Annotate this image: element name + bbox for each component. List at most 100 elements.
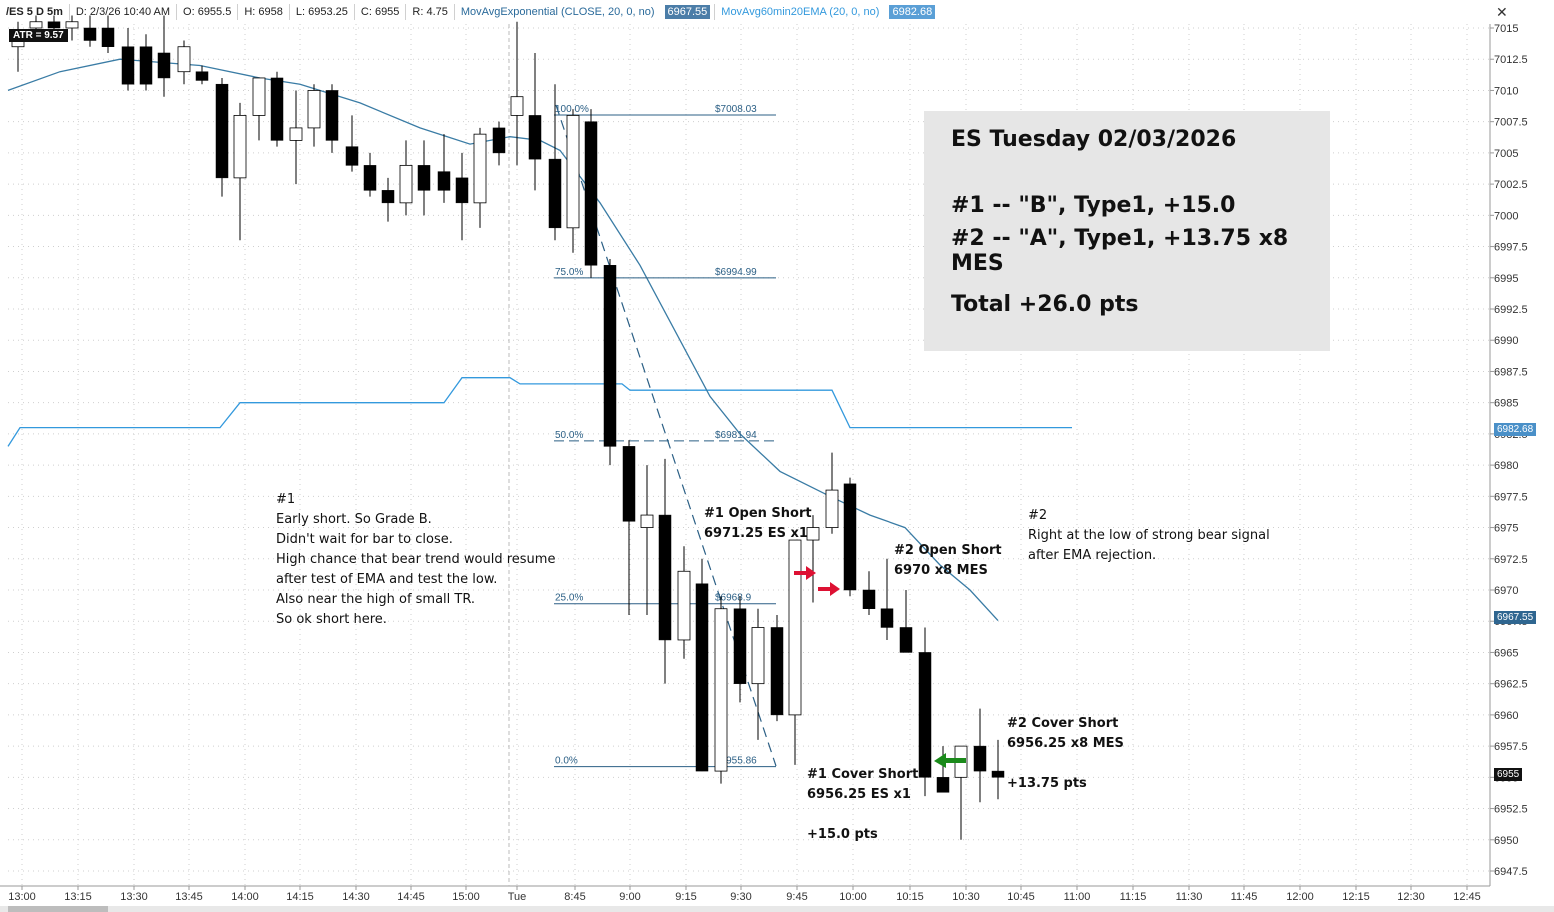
- x-tick-label: 14:15: [286, 891, 314, 903]
- candle: [455, 152, 469, 241]
- candle: [528, 52, 542, 191]
- candle: [862, 571, 876, 615]
- x-tick-label: 14:45: [397, 891, 425, 903]
- candle-body: [788, 539, 802, 716]
- candle-body: [899, 627, 913, 653]
- note1-line: after test of EMA and test the low.: [276, 572, 498, 587]
- candle-body: [936, 777, 950, 793]
- chart-header: /ES 5 D 5m D: 2/3/26 10:40 AM O: 6955.5 …: [0, 0, 1490, 24]
- y-tick-label: 6960: [1494, 710, 1518, 722]
- note2-line: Right at the low of strong bear signal: [1028, 528, 1270, 543]
- x-tick-label: 11:30: [1176, 891, 1203, 903]
- horizontal-scrollbar[interactable]: [0, 906, 1554, 912]
- candle-body: [528, 115, 542, 160]
- summary-title: ES Tuesday 02/03/2026: [951, 127, 1237, 152]
- candle-body: [83, 27, 97, 41]
- y-tick-label: 6985: [1494, 398, 1518, 410]
- candle: [492, 121, 506, 166]
- cover-short-1-label: #1 Cover Short 6956.25 ES x1: [807, 765, 918, 805]
- atr-label: ATR = 9.57: [9, 29, 68, 42]
- candle-body: [215, 83, 229, 179]
- scrollbar-thumb[interactable]: [8, 906, 108, 912]
- candle: [83, 15, 97, 47]
- note1-line: Early short. So Grade B.: [276, 512, 432, 527]
- x-tick-label: 11:45: [1231, 891, 1258, 903]
- close-x-icon[interactable]: ✕: [1496, 4, 1508, 20]
- entry-arrow-2: [818, 582, 840, 596]
- open1-line: #1 Open Short: [704, 506, 812, 521]
- candle: [473, 127, 487, 228]
- bar-range: R: 4.75: [406, 4, 455, 20]
- cover1-line: #1 Cover Short: [807, 767, 919, 782]
- candle: [270, 71, 284, 147]
- entry-arrow-1: [794, 566, 816, 580]
- candle-body: [566, 115, 580, 229]
- x-tick-label: 14:00: [231, 891, 259, 903]
- y-tick-label: 7015: [1494, 23, 1518, 35]
- candle-body: [622, 446, 636, 522]
- note1-line: Also near the high of small TR.: [276, 592, 476, 607]
- candle-body: [29, 21, 43, 29]
- x-tick-label: 13:15: [64, 891, 92, 903]
- y-tick-label: 7007.5: [1494, 117, 1528, 129]
- candle: [307, 84, 321, 147]
- x-tick-label: 15:00: [452, 891, 480, 903]
- candle: [603, 259, 617, 466]
- y-tick-label: 7005: [1494, 148, 1518, 160]
- candle: [677, 546, 691, 659]
- candle: [788, 539, 802, 765]
- candle-body: [473, 133, 487, 204]
- x-tick-label: 9:45: [786, 891, 807, 903]
- profit-1-label: +15.0 pts: [807, 827, 878, 842]
- ema2-line: [7, 377, 1072, 447]
- x-tick-label: 9:15: [675, 891, 696, 903]
- ema2-study-label[interactable]: MovAvg60min20EMA (20, 0, no): [714, 4, 885, 20]
- open-short-1-label: #1 Open Short 6971.25 ES x1: [704, 504, 812, 544]
- summary-line-1: #1 -- "B", Type1, +15.0: [951, 193, 1236, 218]
- x-tick-label: 10:45: [1007, 891, 1035, 903]
- bar-close: C: 6955: [355, 4, 407, 20]
- y-tick-label: 6957.5: [1494, 741, 1528, 753]
- candle: [289, 90, 303, 185]
- open-short-2-label: #2 Open Short 6970 x8 MES: [894, 541, 1002, 581]
- candle: [399, 140, 413, 216]
- fib-level-percent: 75.0%: [555, 267, 583, 278]
- candle-body: [325, 90, 339, 141]
- candle-body: [973, 745, 987, 772]
- candle: [252, 77, 266, 141]
- candle-body: [918, 652, 932, 778]
- candle: [325, 84, 339, 153]
- note1-line: High chance that bear trend would resume: [276, 552, 556, 567]
- candle-body: [177, 46, 191, 73]
- x-tick-label: 12:45: [1453, 891, 1481, 903]
- y-tick-label: 7000: [1494, 210, 1518, 222]
- candle-body: [862, 589, 876, 609]
- open1-line: 6971.25 ES x1: [704, 526, 808, 541]
- x-tick-label: 12:30: [1397, 891, 1425, 903]
- x-tick-label: 12:15: [1342, 891, 1370, 903]
- candle-body: [307, 90, 321, 129]
- candle-body: [65, 21, 79, 29]
- candle: [233, 102, 247, 241]
- note-trade-1: #1 Early short. So Grade B. Didn't wait …: [276, 490, 555, 630]
- candle-body: [195, 71, 209, 81]
- candle: [584, 109, 598, 278]
- candle-body: [770, 627, 784, 716]
- candle-body: [363, 165, 377, 191]
- symbol-label[interactable]: /ES 5 D 5m: [0, 4, 70, 20]
- y-tick-label: 6947.5: [1494, 866, 1528, 878]
- candle: [417, 140, 431, 216]
- x-tick-label: 11:15: [1120, 891, 1147, 903]
- candle-body: [843, 483, 857, 591]
- candle-body: [510, 96, 524, 116]
- note1-line: So ok short here.: [276, 612, 387, 627]
- fib-level-percent: 25.0%: [555, 593, 583, 604]
- y-tick-label: 6977.5: [1494, 491, 1528, 503]
- ema1-study-label[interactable]: MovAvgExponential (CLOSE, 20, 0, no): [460, 6, 655, 18]
- ema2-path: [7, 377, 1072, 447]
- y-axis: 7015 7012.5 7010 7007.5 7005 7002.5 7000 6997.5…: [1490, 23, 1528, 878]
- candle: [825, 452, 839, 534]
- candle-body: [270, 77, 284, 141]
- ema2-price-tag: 6982.68: [1494, 423, 1537, 436]
- exit-arrow: [934, 753, 966, 768]
